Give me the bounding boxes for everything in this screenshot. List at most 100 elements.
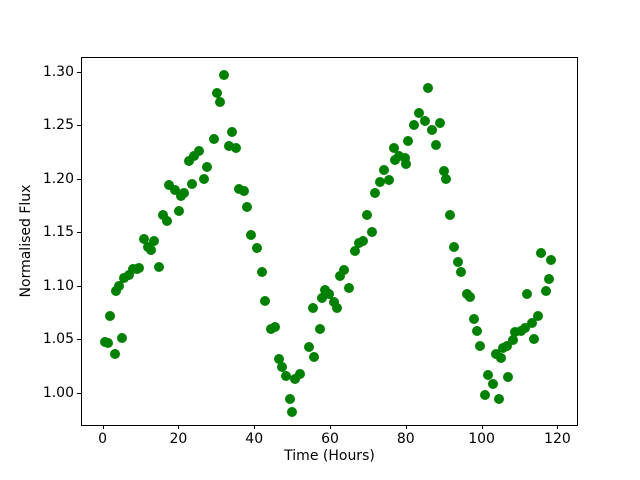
y-tick-label: 1.20 [42,170,74,187]
data-point [105,310,116,321]
x-tick-label: 80 [396,431,415,447]
x-tick-mark [254,425,256,429]
y-tick-mark [77,71,81,73]
data-point [329,296,340,307]
data-point [273,353,284,364]
x-tick-label: 60 [321,431,339,447]
x-tick-label: 0 [98,431,108,447]
data-point [543,274,554,285]
data-point [114,280,125,291]
data-point [134,262,145,273]
data-point [452,257,463,268]
data-point [480,390,491,401]
data-point [164,180,175,191]
data-point [496,352,507,363]
data-point [494,394,505,405]
data-point [349,245,360,256]
data-point [153,261,164,272]
data-point [427,124,438,135]
y-tick-mark [77,178,81,180]
data-point [316,292,327,303]
data-point [308,351,319,362]
data-point [161,215,172,226]
data-point [501,340,512,351]
data-point [145,244,156,255]
data-point [526,318,537,329]
data-point [444,210,455,221]
data-point [532,310,543,321]
data-point [208,134,219,145]
y-tick-mark [77,285,81,287]
data-point [357,235,368,246]
data-point [178,187,189,198]
x-tick-mark [102,425,104,429]
data-point [230,142,241,153]
data-point [227,126,238,137]
data-point [257,266,268,277]
y-tick-label: 1.15 [42,224,74,241]
plot-area [81,57,578,426]
data-point [529,334,540,345]
data-point [224,140,235,151]
data-point [109,349,120,360]
data-point [199,173,210,184]
x-tick-label: 120 [544,431,571,447]
data-point [388,142,399,153]
data-point [448,242,459,253]
data-point [507,335,518,346]
data-point [238,185,249,196]
data-point [482,369,493,380]
data-point [211,88,222,99]
data-point [431,139,441,150]
data-point [343,283,354,294]
data-point [379,165,390,176]
data-point [438,166,449,177]
data-point [401,158,412,169]
data-point [468,314,479,325]
data-point [375,177,386,188]
data-point [170,184,181,195]
data-point [403,136,414,147]
data-point [116,333,127,344]
data-point [367,227,378,238]
x-tick-label: 100 [468,431,495,447]
data-point [471,325,482,336]
data-point [409,120,420,131]
data-point [252,243,263,254]
data-point [540,286,551,297]
data-point [102,337,113,348]
data-point [422,82,433,93]
data-point [509,326,520,337]
data-point [119,273,130,284]
data-point [242,201,253,212]
data-point [188,151,199,162]
data-point [287,407,298,418]
data-point [414,107,425,118]
data-point [465,291,476,302]
y-tick-label: 1.25 [42,117,74,134]
y-axis-label: Normalised Flux [18,184,34,298]
data-point [149,235,159,246]
x-tick-mark [557,425,559,429]
data-point [303,341,314,352]
data-point [536,247,547,258]
data-point [139,233,150,244]
data-point [187,179,198,190]
data-point [362,210,373,221]
data-point [519,322,530,333]
data-point [315,323,326,334]
data-point [246,229,257,240]
data-point [158,210,169,221]
data-point [456,266,467,277]
data-point [420,116,430,127]
y-tick-mark [77,392,81,394]
data-point [394,151,405,162]
data-point [370,187,381,198]
y-tick-mark [77,125,81,127]
data-point [219,70,230,81]
data-point [123,270,134,281]
data-point [522,289,533,300]
data-point [215,96,226,107]
data-point [339,264,350,275]
